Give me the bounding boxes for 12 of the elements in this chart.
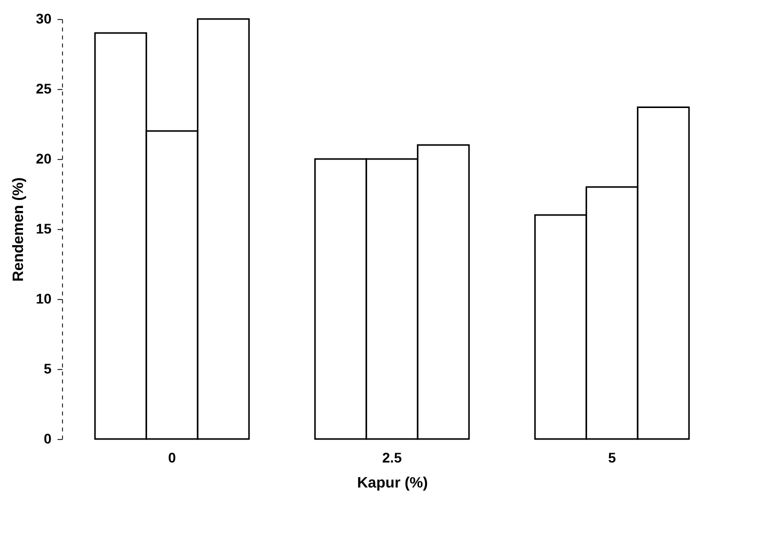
y-tick-label: 0 xyxy=(44,430,52,446)
y-tick-label: 10 xyxy=(36,290,52,306)
y-tick-label: 5 xyxy=(44,360,52,376)
x-tick-label: 0 xyxy=(168,450,176,466)
x-axis-title: Kapur (%) xyxy=(357,474,428,492)
y-tick-label: 15 xyxy=(36,220,52,236)
y-tick-label: 30 xyxy=(36,10,52,26)
y-tick-label: 25 xyxy=(36,80,52,96)
x-tick-label: 2.5 xyxy=(382,450,402,466)
y-tick-label: 20 xyxy=(36,150,52,166)
x-tick-label: 5 xyxy=(608,450,616,466)
y-axis-title: Rendemen (%) xyxy=(10,177,27,282)
